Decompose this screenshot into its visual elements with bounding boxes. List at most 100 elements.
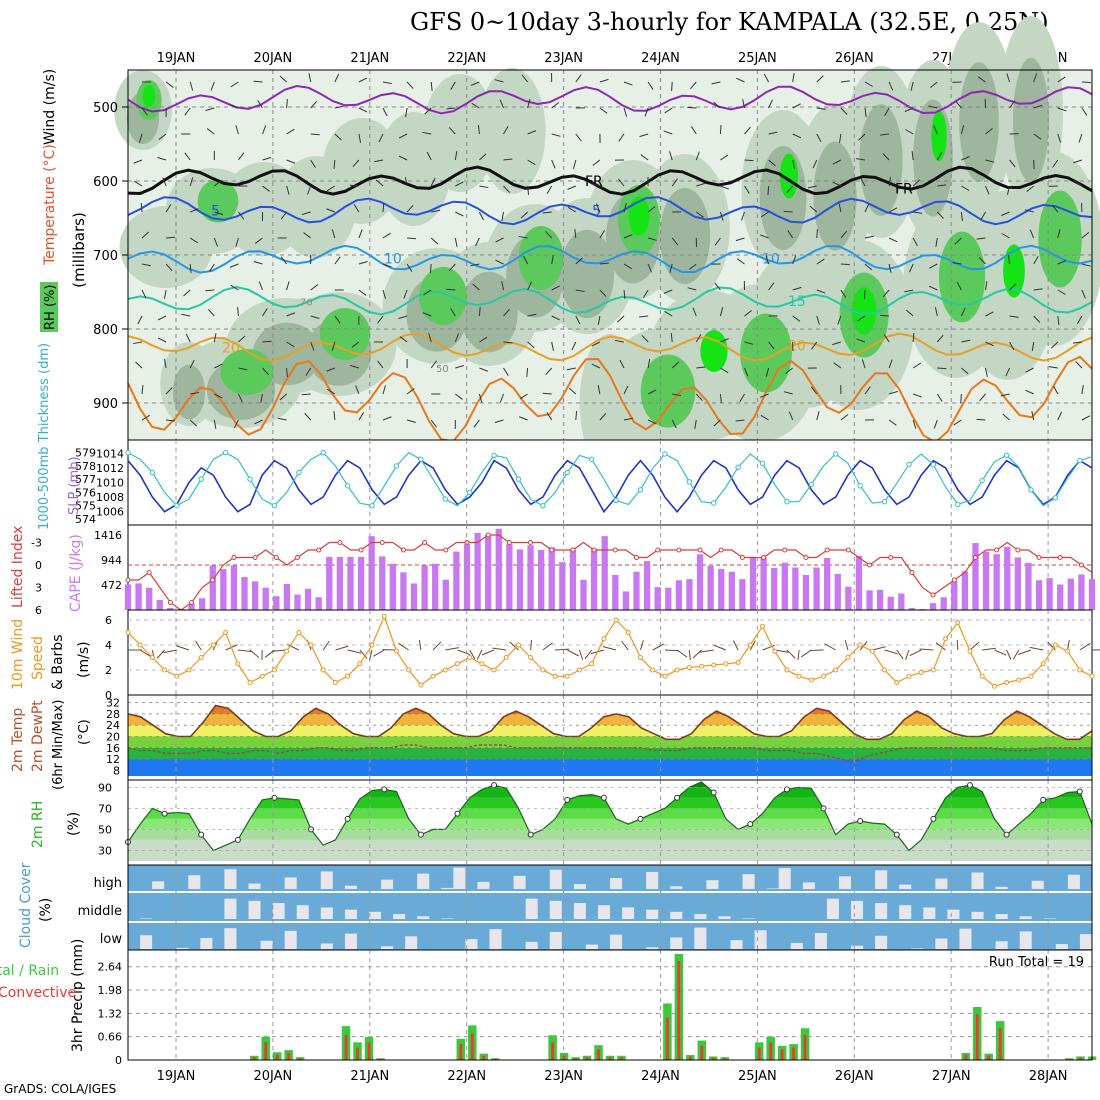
wind-barb [909, 649, 922, 657]
wind-barb [904, 289, 914, 293]
wind-barb [521, 74, 528, 83]
wind-barb [260, 393, 263, 403]
upper-air-panel: 500 600 700 800 900 FR FR 5 5 10 10 15 20 20 50 70 (mill… [40, 16, 1100, 474]
wind-speed-marker [650, 667, 656, 673]
cloud-gap [260, 940, 273, 949]
wind-tick-label: 0 [105, 689, 112, 702]
wind-barb [520, 211, 528, 219]
precip-convective-bar [356, 1047, 359, 1060]
wind-barb [937, 367, 947, 370]
wind-barb [137, 315, 143, 325]
wind-barb [786, 649, 796, 659]
wind-speed-marker [760, 623, 766, 629]
wind-barb [358, 412, 365, 421]
wind-barb [373, 649, 385, 657]
thickness-tick-label: 575 [75, 500, 96, 513]
rh-area [423, 74, 497, 192]
wind-barb [494, 79, 504, 83]
precip-convective-bar [998, 1028, 1002, 1060]
rh-area [319, 308, 371, 360]
wind-barb [792, 133, 802, 139]
cape-bar [760, 557, 767, 610]
precip-convective-bar [964, 1054, 968, 1060]
rh-area [640, 354, 696, 428]
temp-tick-label: 28 [106, 708, 120, 721]
wind-barb [695, 334, 702, 343]
lifted-index-marker [528, 540, 534, 545]
wind-barb [639, 315, 649, 318]
lifted-index-marker [400, 547, 406, 553]
wind-barb [956, 281, 962, 291]
thickness-marker [125, 449, 131, 456]
wind-speed-marker [686, 665, 692, 670]
cape-bar [686, 579, 693, 610]
wind-barb [262, 125, 267, 135]
wind-barb [454, 237, 458, 247]
panel-frame [127, 949, 1093, 1061]
cape-bar [1057, 584, 1064, 610]
lifted-index-marker [845, 547, 851, 553]
wind-tick-label: 4 [105, 639, 112, 652]
isotherm-line [127, 244, 1093, 274]
lifted-index-marker [189, 600, 195, 605]
wind-barb [933, 419, 938, 429]
wind-barb [714, 237, 721, 246]
rh-area [197, 179, 239, 223]
wind-barb [744, 341, 754, 345]
lifted-index-marker [1057, 555, 1063, 560]
wind-speed-marker [674, 667, 680, 673]
wind-barb [1031, 411, 1035, 421]
cloud-gap [670, 911, 683, 919]
wind-barb [888, 359, 893, 369]
wind-barb [623, 289, 626, 300]
cape-bar [675, 580, 683, 610]
wind-barb [985, 159, 995, 163]
rh-area [740, 313, 792, 393]
wind-barb [430, 360, 438, 369]
wind-barb [792, 315, 801, 322]
wind-barb [719, 211, 724, 221]
wind-barb [526, 367, 529, 378]
wind-barb [141, 263, 151, 267]
wind-barb [347, 649, 362, 654]
rh-marker [564, 796, 571, 803]
wind-speed-marker [467, 655, 473, 660]
wind-speed-marker [491, 667, 497, 673]
cape-bar [347, 556, 354, 610]
wind-barb [904, 107, 914, 112]
thickness-marker [369, 503, 375, 509]
lifted-index-marker [782, 547, 788, 553]
wind-barb [1081, 415, 1091, 421]
rh-contour-label: 50 [436, 364, 449, 375]
wind-barb [816, 258, 825, 265]
wind-speed-marker [1040, 661, 1046, 667]
rh-area [560, 229, 614, 319]
cloud-gap [646, 871, 659, 889]
rh-contour-label: 70 [300, 297, 313, 308]
cloud-gap [730, 940, 743, 949]
cloud-gap [284, 930, 297, 949]
wind-barb [165, 204, 172, 213]
wind-barb [883, 334, 890, 343]
wind-barb [615, 339, 625, 343]
slp-tick-label: 1012 [96, 462, 124, 475]
wind-barb [406, 388, 415, 395]
wind-barb [1005, 367, 1011, 377]
cape-bar [124, 584, 132, 610]
lifted-tick-label: 3 [35, 582, 42, 595]
wind-barb [800, 649, 812, 658]
wind-barb [602, 646, 617, 651]
wind-barb [599, 412, 607, 421]
temperature-legend-label: Temperature (°C) [42, 144, 58, 266]
wind-barb [253, 80, 263, 83]
wind-barb [856, 338, 866, 343]
temp-tick-label: 16 [106, 742, 120, 755]
wind-barb [141, 107, 148, 116]
precip-convective-bar [252, 1057, 256, 1060]
wind-barb [308, 73, 312, 83]
thickness-marker [1028, 487, 1034, 493]
cloud-gap [875, 935, 888, 949]
day-label-bottom: 24JAN [641, 1069, 680, 1084]
wind-barb [272, 649, 287, 652]
wind-speed-marker [796, 673, 802, 679]
